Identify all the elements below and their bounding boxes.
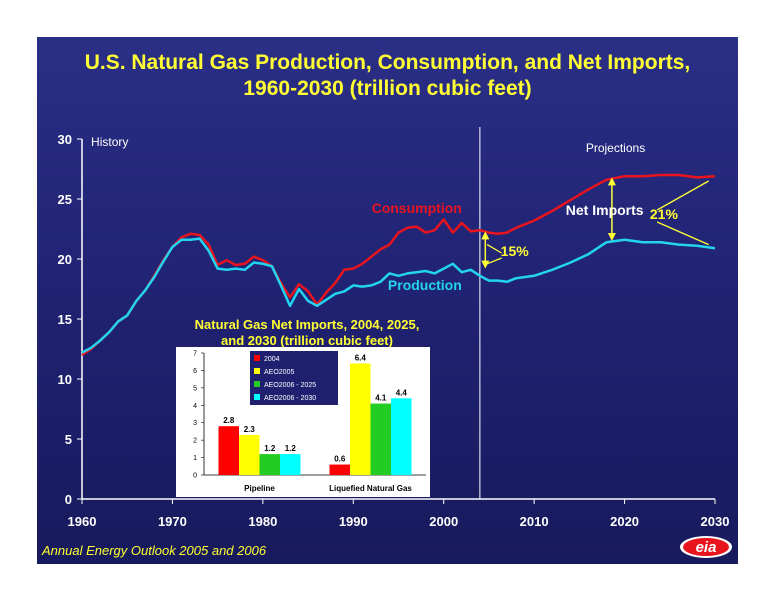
inset-bar-value-label: 1.2 <box>285 444 297 453</box>
net-imports-arrow-2020-head-down <box>607 233 616 241</box>
pct-2004-pointer-down <box>486 257 502 265</box>
x-tick-label: 2000 <box>429 514 458 529</box>
x-tick-label: 2020 <box>610 514 639 529</box>
x-tick-label: 2010 <box>520 514 549 529</box>
x-tick-label: 1970 <box>158 514 187 529</box>
pct-2004-label: 15% <box>501 243 530 259</box>
title-line-1: U.S. Natural Gas Production, Consumption… <box>84 51 691 74</box>
inset-bar-value-label: 4.1 <box>375 394 387 403</box>
pct-2030-pointer-down <box>656 221 709 246</box>
net-imports-label: Net Imports <box>566 202 644 218</box>
y-tick-label: 20 <box>58 252 72 267</box>
inset-bar <box>259 454 280 475</box>
inset-legend-swatch <box>254 368 260 374</box>
pct-2004-pointer-up <box>486 244 502 254</box>
inset-bar <box>280 454 301 475</box>
chart-title: U.S. Natural Gas Production, Consumption… <box>37 50 738 102</box>
inset-bar <box>370 403 391 475</box>
inset-y-tick-label: 6 <box>193 368 197 375</box>
series-line-production <box>81 237 716 354</box>
inset-bar-value-label: 2.8 <box>223 416 235 425</box>
x-tick-label: 1990 <box>339 514 368 529</box>
inset-legend-label: 2004 <box>264 356 280 363</box>
history-label: History <box>91 135 128 149</box>
inset-y-tick-label: 3 <box>193 420 197 427</box>
inset-y-tick-label: 4 <box>193 403 197 410</box>
inset-legend-box <box>250 351 338 405</box>
inset-bar-chart: 0 1 2 3 4 5 6 7 2.8 2.3 1.2 1.2 Pipeline 0.6 6.4 4.1 4.4… <box>193 351 426 493</box>
projections-label: Projections <box>586 141 645 155</box>
inset-bar-value-label: 1.2 <box>264 444 276 453</box>
x-tick-label: 2030 <box>701 514 730 529</box>
inset-y-tick-label: 7 <box>193 351 197 358</box>
pct-2030-pointer-up <box>656 180 709 211</box>
inset-bar-value-label: 6.4 <box>355 353 367 362</box>
inset-chart-panel: 0 1 2 3 4 5 6 7 2.8 2.3 1.2 1.2 Pipeline 0.6 6.4 4.1 4.4… <box>176 347 430 497</box>
inset-y-tick-label: 5 <box>193 385 197 392</box>
x-tick-label: 1980 <box>248 514 277 529</box>
y-tick-label: 5 <box>65 432 72 447</box>
inset-bar-value-label: 0.6 <box>334 455 346 464</box>
inset-legend-label: AEO2006 - 2025 <box>264 382 316 389</box>
inset-legend-swatch <box>254 355 260 361</box>
y-tick-label: 10 <box>58 372 72 387</box>
footer-source: Annual Energy Outlook 2005 and 2006 <box>42 543 267 558</box>
inset-legend-swatch <box>254 381 260 387</box>
y-tick-label: 15 <box>58 312 72 327</box>
inset-legend-swatch <box>254 394 260 400</box>
inset-bar <box>239 434 260 475</box>
inset-bar <box>391 398 412 475</box>
net-imports-arrow-2004-head-down <box>481 260 490 269</box>
series-label-consumption: Consumption <box>372 200 462 216</box>
inset-y-tick-label: 0 <box>193 473 197 480</box>
y-tick-label: 0 <box>65 492 72 507</box>
inset-y-tick-label: 2 <box>193 438 197 445</box>
inset-category-label: Liquefied Natural Gas <box>329 484 412 493</box>
y-tick-label: 25 <box>58 192 72 207</box>
inset-title-line-1: Natural Gas Net Imports, 2004, 2025, <box>194 317 420 332</box>
title-line-2: 1960-2030 (trillion cubic feet) <box>243 77 532 100</box>
inset-bar <box>350 363 371 475</box>
inset-legend-label: AEO2005 <box>264 369 294 376</box>
inset-bar <box>218 426 239 475</box>
pct-2030-label: 21% <box>650 206 679 222</box>
svg-text:eia: eia <box>696 539 717 556</box>
inset-title-line-2: and 2030 (trillion cubic feet) <box>221 333 393 348</box>
inset-y-tick-label: 1 <box>193 455 197 462</box>
inset-bar-value-label: 4.4 <box>396 388 408 397</box>
inset-bar <box>329 464 350 475</box>
net-imports-arrow-2004-head-up <box>481 231 490 240</box>
series-label-production: Production <box>388 277 462 293</box>
x-tick-label: 1960 <box>68 514 97 529</box>
inset-bar-value-label: 2.3 <box>244 425 256 434</box>
inset-legend-label: AEO2006 - 2030 <box>264 395 316 402</box>
net-imports-arrow-2020-head-up <box>607 177 616 186</box>
inset-chart-title: Natural Gas Net Imports, 2004, 2025, and… <box>172 317 442 349</box>
eia-logo: eia <box>680 536 732 558</box>
y-tick-label: 30 <box>58 132 72 147</box>
inset-category-label: Pipeline <box>244 484 275 493</box>
